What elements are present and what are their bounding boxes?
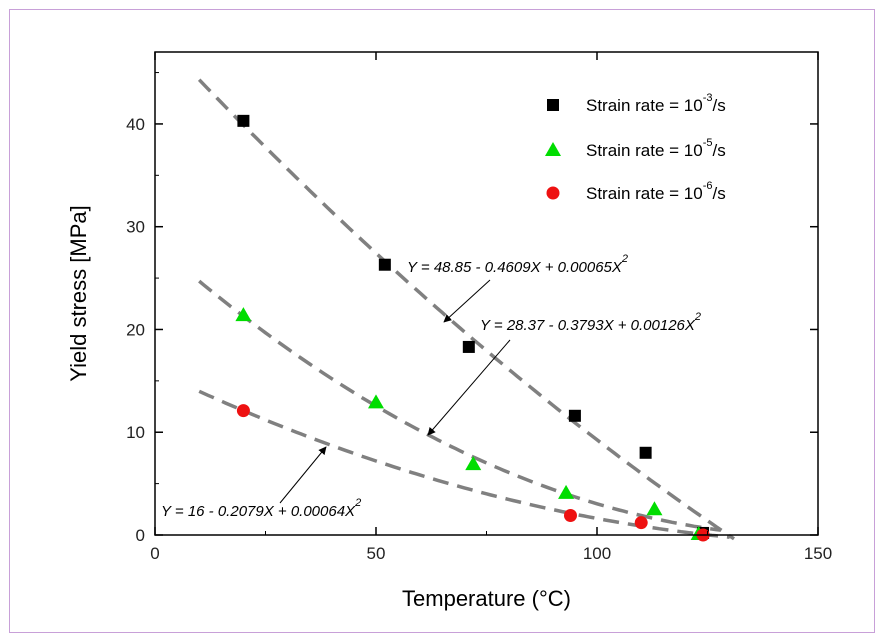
fit-equation-1: Y = 48.85 - 0.4609X + 0.00065X2 bbox=[407, 253, 628, 276]
fit-arrow-3 bbox=[279, 446, 327, 504]
x-axis-title: Temperature (°C) bbox=[402, 586, 571, 611]
legend-label-3: Strain rate = 10-6/s bbox=[586, 180, 726, 203]
data-point-s3-2 bbox=[563, 508, 577, 522]
data-point-s1-4 bbox=[568, 409, 581, 422]
fit-curve-2 bbox=[198, 279, 722, 532]
fit-arrow-2 bbox=[427, 339, 511, 436]
chart-svg: 0 50 100 150 0 10 20 30 40 Temperature (°C) Yield … bbox=[66, 51, 832, 611]
axes: 0 50 100 150 0 10 20 30 40 Temperature (°C) Yield … bbox=[66, 51, 832, 611]
legend-label-1: Strain rate = 10-3/s bbox=[586, 92, 726, 115]
data-point-s3-3 bbox=[634, 516, 648, 530]
x-tick-label-50: 50 bbox=[367, 544, 386, 563]
fit-arrow-1 bbox=[443, 279, 491, 323]
fit-equation-2: Y = 28.37 - 0.3793X + 0.00126X2 bbox=[480, 311, 701, 334]
fit-equations: Y = 48.85 - 0.4609X + 0.00065X2 Y = 28.37… bbox=[161, 253, 701, 520]
y-tick-label-0: 0 bbox=[136, 526, 145, 545]
data-point-s2-4 bbox=[558, 484, 575, 499]
legend-label-2: Strain rate = 10-5/s bbox=[586, 137, 726, 160]
x-tick-label-0: 0 bbox=[150, 544, 159, 563]
data-point-s2-2 bbox=[368, 394, 384, 409]
data-point-s1-5 bbox=[639, 446, 652, 459]
chart-frame: 0 50 100 150 0 10 20 30 40 Temperature (°C) Yield … bbox=[9, 9, 875, 633]
data-point-s1-1 bbox=[237, 114, 250, 127]
y-tick-label-20: 20 bbox=[126, 320, 145, 339]
y-tick-label-30: 30 bbox=[126, 218, 145, 237]
data-point-s1-3 bbox=[462, 340, 475, 353]
data-point-s2-3 bbox=[465, 456, 482, 471]
x-tick-label-100: 100 bbox=[583, 544, 611, 563]
legend: Strain rate = 10-3/s Strain rate = 10-5/s… bbox=[545, 92, 726, 203]
y-tick-label-40: 40 bbox=[126, 115, 145, 134]
fit-curve-1 bbox=[197, 78, 735, 541]
y-axis-title: Yield stress [MPa] bbox=[66, 205, 91, 381]
data-point-s1-2 bbox=[378, 258, 391, 271]
fit-equation-3: Y = 16 - 0.2079X + 0.00064X2 bbox=[161, 497, 361, 520]
data-point-s2-1 bbox=[235, 307, 252, 322]
legend-marker-1 bbox=[547, 99, 559, 111]
y-tick-label-10: 10 bbox=[126, 423, 145, 442]
legend-marker-2 bbox=[545, 142, 561, 156]
x-tick-label-150: 150 bbox=[804, 544, 832, 563]
legend-marker-3 bbox=[546, 186, 560, 200]
data-point-s3-1 bbox=[236, 404, 250, 418]
data-point-s2-5 bbox=[646, 501, 663, 516]
